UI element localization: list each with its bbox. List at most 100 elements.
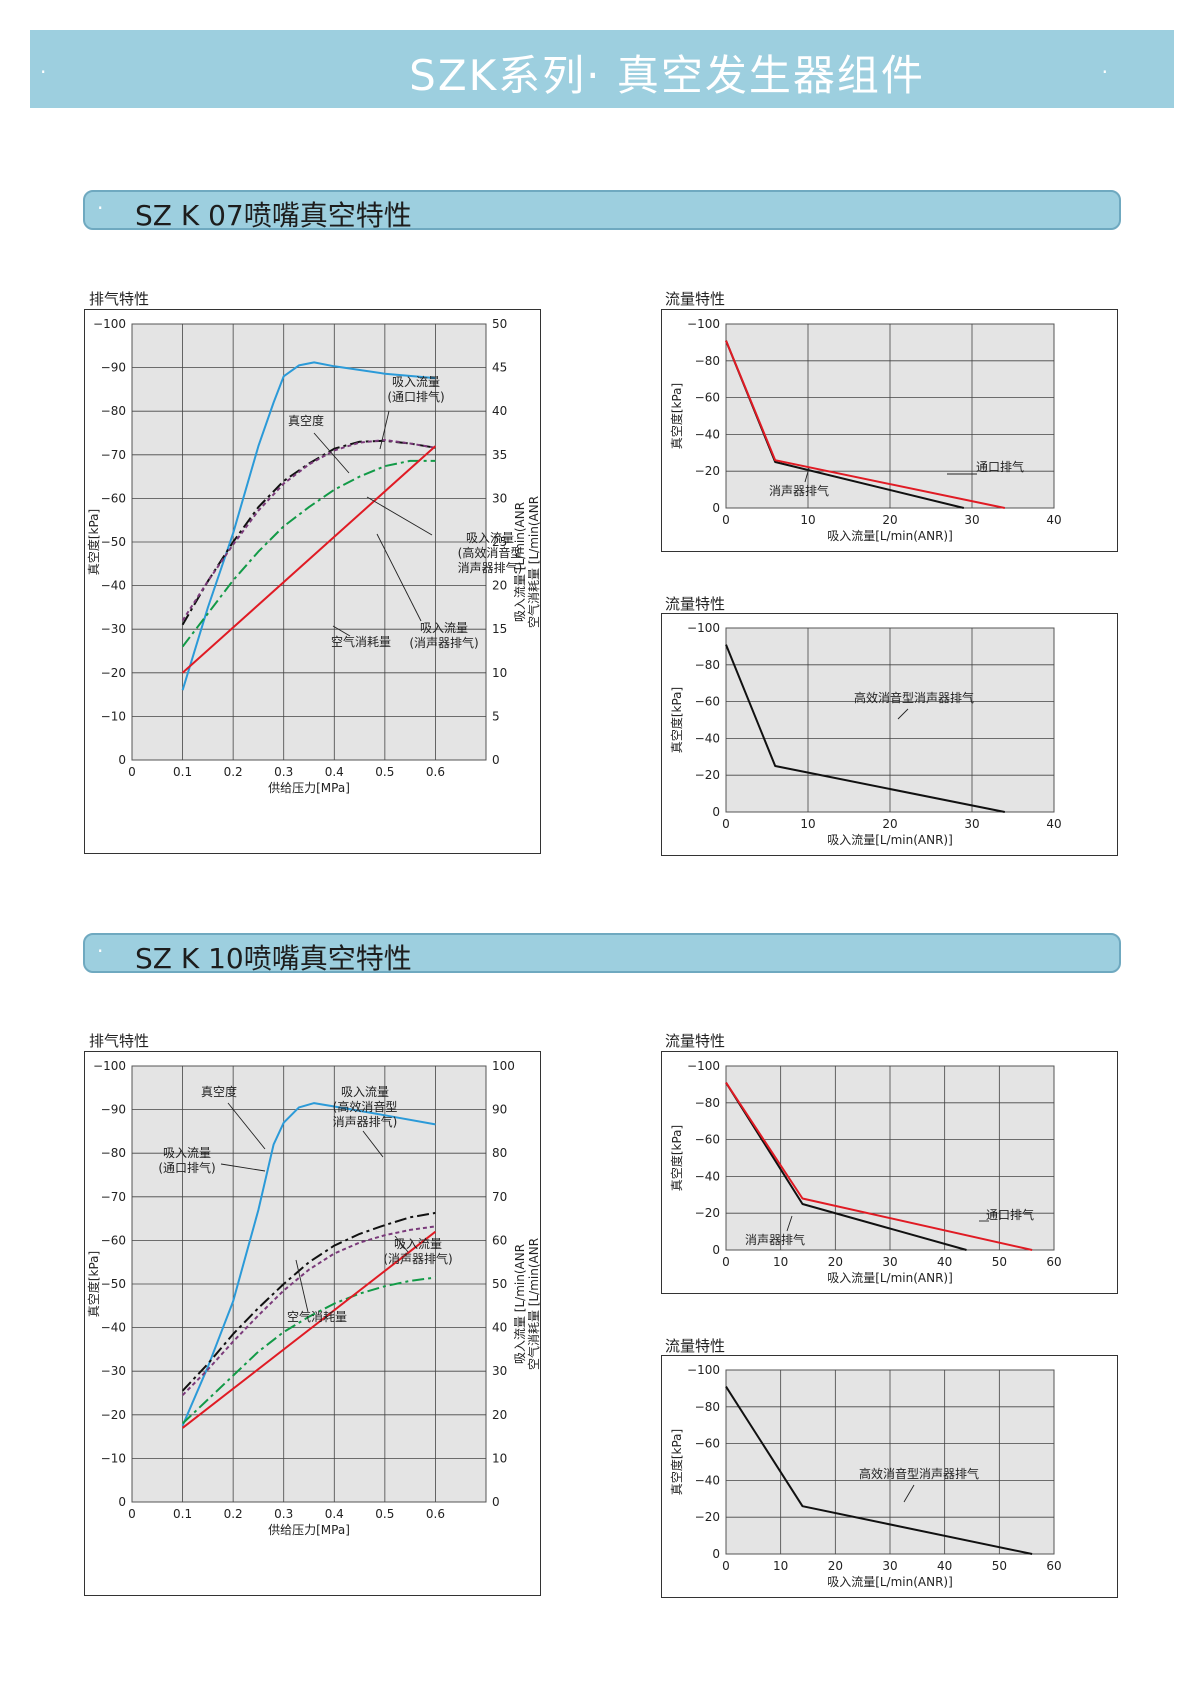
y-tick-label: −40 xyxy=(101,579,126,593)
x-tick-label: 20 xyxy=(882,513,897,527)
series-line xyxy=(725,1082,967,1251)
x-axis-label: 吸入流量[L/min(ANR)] xyxy=(827,1271,953,1285)
annotation-label: 空气消耗量 xyxy=(331,634,391,649)
y-tick-label: −30 xyxy=(101,622,126,636)
y-tick-label: −40 xyxy=(695,731,720,745)
chart-frame xyxy=(661,1355,1118,1598)
panel-label-k07-flow1: 流量特性 xyxy=(665,290,726,308)
chart-frame xyxy=(661,613,1118,856)
x-tick-label: 0.3 xyxy=(274,1507,293,1521)
y-tick-label: −30 xyxy=(101,1364,126,1378)
annotation-leader xyxy=(376,533,422,622)
x-tick-label: 0.1 xyxy=(173,765,192,779)
panel-label-k10-exhaust: 排气特性 xyxy=(89,1032,150,1050)
y-tick-label: −70 xyxy=(101,1190,126,1204)
y-tick-label: 0 xyxy=(118,1495,126,1509)
annotation-leader xyxy=(313,432,350,474)
y-tick-label: −50 xyxy=(101,535,126,549)
x-axis-label: 吸入流量[L/min(ANR)] xyxy=(827,1575,953,1589)
x-tick-label: 40 xyxy=(1046,817,1061,831)
series-line xyxy=(181,439,436,626)
x-tick-label: 0 xyxy=(722,1559,730,1573)
y-tick-label: −80 xyxy=(101,404,126,418)
y-tick-label: −60 xyxy=(695,695,720,709)
y-axis-label: 真空度[kPa] xyxy=(86,1251,101,1317)
x-tick-label: 0.1 xyxy=(173,1507,192,1521)
annotation-label: 消声器排气 xyxy=(769,483,829,498)
y-tick-label: 0 xyxy=(712,501,720,515)
y-tick-label: −20 xyxy=(101,1408,126,1422)
y-tick-label: −10 xyxy=(101,1451,126,1465)
y-tick-label: −60 xyxy=(695,1437,720,1451)
annotation-label: 空气消耗量 xyxy=(287,1309,347,1324)
series-line xyxy=(181,1230,437,1429)
series-line xyxy=(725,1082,1033,1251)
panel-label-k10-flow2: 流量特性 xyxy=(665,1337,726,1355)
y-tick-label: −80 xyxy=(695,1400,720,1414)
annotation-leader xyxy=(220,1163,266,1172)
annotation-label: 吸入流量 xyxy=(392,375,440,389)
x-tick-label: 0 xyxy=(128,765,136,779)
panel-label-k10-flow1: 流量特性 xyxy=(665,1032,726,1050)
y2-tick-label: 40 xyxy=(492,1321,507,1335)
annotation-label: 真空度 xyxy=(201,1084,237,1099)
annotation-leader xyxy=(379,410,390,450)
y2-axis-label: 吸入流量 [L/min(ANR xyxy=(513,1244,527,1364)
series-line xyxy=(181,459,436,648)
y-tick-label: −60 xyxy=(695,1133,720,1147)
series-line xyxy=(181,1225,436,1396)
series-line xyxy=(181,361,436,691)
y-tick-label: −100 xyxy=(93,317,126,331)
x-tick-label: 40 xyxy=(937,1255,952,1269)
y-tick-label: −90 xyxy=(101,361,126,375)
panel-label-k07-flow2: 流量特性 xyxy=(665,595,726,613)
chart-frame xyxy=(661,309,1118,552)
x-tick-label: 0 xyxy=(722,513,730,527)
y-tick-label: −20 xyxy=(695,1510,720,1524)
annotation-label: 通口排气 xyxy=(986,1207,1034,1222)
x-tick-label: 40 xyxy=(1046,513,1061,527)
annotation-leader xyxy=(227,1102,266,1150)
y-tick-label: −60 xyxy=(101,1233,126,1247)
x-tick-label: 0.6 xyxy=(426,1507,445,1521)
y-tick-label: −100 xyxy=(93,1059,126,1073)
annotation-label: 吸入流量 xyxy=(394,1237,442,1251)
annotation-leader xyxy=(366,496,433,536)
y-tick-label: −40 xyxy=(695,1169,720,1183)
y-tick-label: −20 xyxy=(695,768,720,782)
chart-k10-flow1: 0 −20 −40 −60 −80 −100 0 10 20 30 40 50 60 吸入流量[L/min… xyxy=(661,1051,1118,1294)
y-axis-label: 真空度[kPa] xyxy=(669,1125,684,1191)
annotation-label: 通口排气 xyxy=(976,459,1024,474)
annotation-label: (消声器排气) xyxy=(409,635,478,650)
series-line xyxy=(181,1102,436,1427)
annotation-label: 真空度 xyxy=(288,413,324,428)
x-tick-label: 10 xyxy=(773,1255,788,1269)
x-tick-label: 0.6 xyxy=(426,765,445,779)
annotation-leader xyxy=(786,1215,793,1232)
section-dot: · xyxy=(97,939,104,963)
y2-tick-label: 80 xyxy=(492,1146,507,1160)
y-axis-label: 真空度[kPa] xyxy=(669,687,684,753)
series-line xyxy=(181,1276,436,1425)
x-tick-label: 50 xyxy=(992,1559,1007,1573)
x-tick-label: 0.5 xyxy=(375,1507,394,1521)
y-tick-label: 0 xyxy=(712,1547,720,1561)
annotation-leader xyxy=(332,625,351,637)
x-tick-label: 0.4 xyxy=(325,765,344,779)
x-axis-label: 供给压力[MPa] xyxy=(268,781,350,795)
chart-frame xyxy=(84,309,541,854)
y-tick-label: −100 xyxy=(687,1363,720,1377)
y2-tick-label: 70 xyxy=(492,1190,507,1204)
y2-tick-label: 0 xyxy=(492,753,500,767)
x-tick-label: 0.3 xyxy=(274,765,293,779)
y2-axis-label: 吸入流量 [L/min(ANR xyxy=(513,502,527,622)
annotation-label: 吸入流量 xyxy=(420,621,468,635)
series-line xyxy=(725,1386,1033,1555)
annotation-leader xyxy=(394,1235,409,1253)
page-title: SZK系列· 真空发生器组件 xyxy=(409,51,925,100)
y-tick-label: −20 xyxy=(695,464,720,478)
x-tick-label: 30 xyxy=(964,817,979,831)
chart-k10-exhaust: 0 −10 −20 −30 −40 −50 −60 −70 −80 −90 −100 0 0.1 0.2 0… xyxy=(84,1051,541,1596)
y2-tick-label: 15 xyxy=(492,622,507,636)
y-tick-label: 0 xyxy=(118,753,126,767)
